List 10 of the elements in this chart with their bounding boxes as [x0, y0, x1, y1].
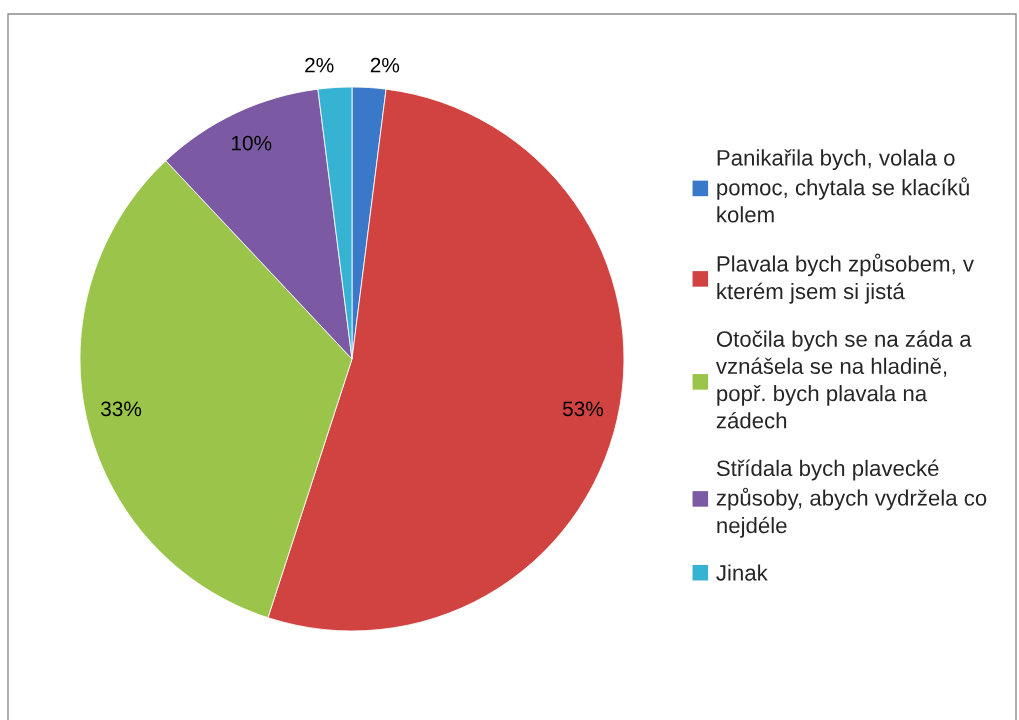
- legend-label: Střídala bych plavecké způsoby, abych vydržela co nejdéle: [716, 459, 987, 538]
- data-label: 2%: [305, 57, 334, 73]
- data-label: 10%: [231, 135, 272, 151]
- legend-label: Plavala bych způsobem, v kterém jsem si jistá: [717, 253, 974, 304]
- data-label: 33%: [101, 401, 142, 417]
- legend-label: Jinak: [716, 564, 768, 581]
- legend-label: Otočila bych se na záda a vznášela se na hladině, popř. bych plavala na zádech: [715, 330, 972, 429]
- legend-label: Panikařila bych, volala o pomoc, chytala se klacíků kolem: [717, 149, 969, 223]
- data-label: 2%: [370, 57, 400, 73]
- data-label: 53%: [562, 401, 604, 417]
